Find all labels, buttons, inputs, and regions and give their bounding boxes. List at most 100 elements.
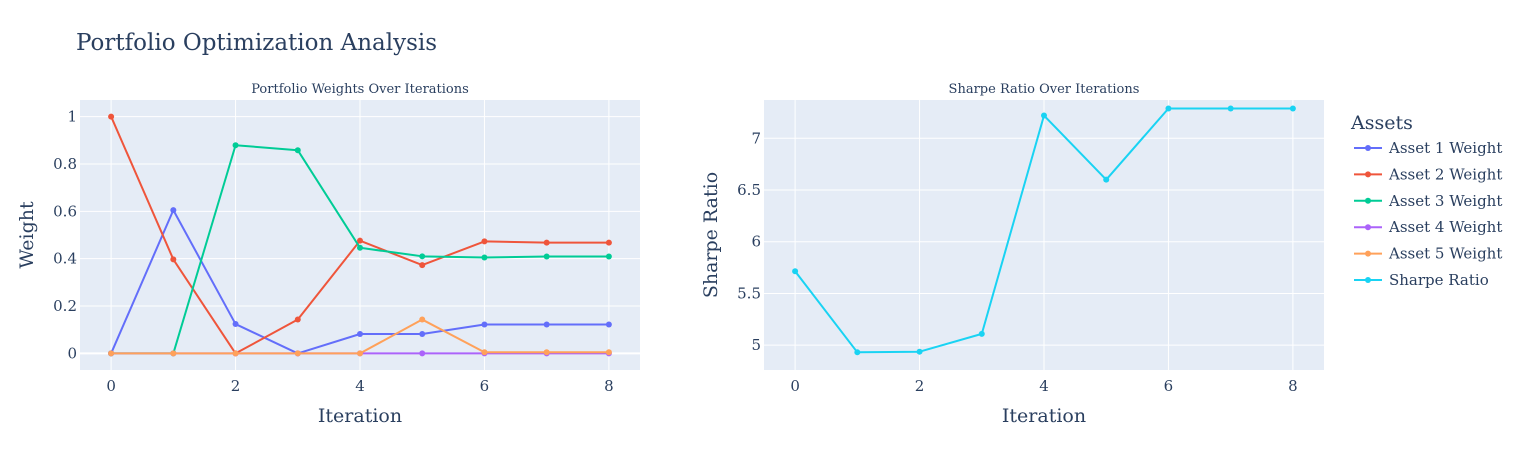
asset-1-weight-point[interactable] bbox=[419, 331, 426, 337]
asset-2-weight-point[interactable] bbox=[543, 239, 550, 246]
asset-2-weight-point[interactable] bbox=[481, 238, 488, 245]
asset-3-weight-point[interactable] bbox=[232, 142, 239, 149]
sharpe-ratio-point[interactable] bbox=[1289, 105, 1296, 112]
sharpe-ratio-point[interactable] bbox=[1165, 105, 1172, 112]
sharpe-y-tick-label: 6 bbox=[751, 233, 761, 251]
legend-item-sharpe-ratio[interactable]: Sharpe Ratio bbox=[1354, 271, 1489, 289]
legend-label: Sharpe Ratio bbox=[1389, 271, 1489, 289]
weights-subplot: 0 2 4 6 8 0 0.2 0.4 0.6 0.8 1 Portfolio Weights Ov… bbox=[16, 82, 640, 427]
sharpe-ticks: 0 2 4 6 8 5 5.5 6 6.5 7 bbox=[737, 129, 1298, 395]
weights-ticks: 0 2 4 6 8 0 0.2 0.4 0.6 0.8 1 bbox=[53, 108, 614, 395]
weights-x-tick-label: 4 bbox=[355, 377, 365, 395]
weights-subplot-title: Portfolio Weights Over Iterations bbox=[251, 82, 469, 97]
asset-2-weight-point[interactable] bbox=[419, 262, 426, 269]
series-sharpe-ratio bbox=[792, 105, 1296, 356]
legend-swatch-marker bbox=[1365, 171, 1371, 178]
legend-title: Assets bbox=[1350, 112, 1413, 134]
sharpe-ratio-point[interactable] bbox=[1227, 105, 1234, 112]
asset-3-weight-point[interactable] bbox=[543, 253, 550, 260]
asset-4-weight-point[interactable] bbox=[419, 350, 426, 357]
legend-label: Asset 1 Weight bbox=[1388, 139, 1502, 157]
asset-2-weight-point[interactable] bbox=[108, 113, 115, 120]
sharpe-x-tick-label: 2 bbox=[915, 377, 925, 395]
main-title: Portfolio Optimization Analysis bbox=[76, 30, 437, 56]
legend-swatch-marker bbox=[1365, 250, 1371, 257]
asset-3-weight-point[interactable] bbox=[294, 147, 301, 154]
legend-swatch-marker bbox=[1365, 277, 1371, 283]
sharpe-ratio-point[interactable] bbox=[1041, 112, 1047, 119]
asset-2-weight-point[interactable] bbox=[357, 237, 363, 244]
legend-label: Asset 2 Weight bbox=[1388, 165, 1502, 183]
sharpe-x-tick-label: 6 bbox=[1164, 377, 1174, 395]
sharpe-grid bbox=[764, 100, 1324, 370]
sharpe-y-tick-label: 5.5 bbox=[737, 284, 761, 302]
asset-2-weight-point[interactable] bbox=[170, 256, 177, 263]
sharpe-x-tick-label: 8 bbox=[1288, 377, 1298, 395]
sharpe-ratio-point[interactable] bbox=[916, 348, 923, 355]
sharpe-x-tick-label: 4 bbox=[1039, 377, 1049, 395]
sharpe-y-axis-title: Sharpe Ratio bbox=[700, 172, 722, 298]
sharpe-ratio-point[interactable] bbox=[1103, 176, 1110, 183]
asset-5-weight-point[interactable] bbox=[605, 349, 612, 356]
asset-1-weight-point[interactable] bbox=[232, 321, 239, 328]
sharpe-x-tick-label: 0 bbox=[790, 377, 800, 395]
weights-x-axis-title: Iteration bbox=[318, 405, 402, 427]
weights-y-tick-label: 0.2 bbox=[53, 297, 77, 315]
legend-item-asset-5-weight[interactable]: Asset 5 Weight bbox=[1354, 245, 1502, 263]
weights-y-tick-label: 0.8 bbox=[53, 155, 77, 173]
legend: Assets Asset 1 Weight Asset 2 Weight Asset… bbox=[1350, 112, 1502, 289]
legend-swatch-marker bbox=[1365, 197, 1371, 204]
legend-item-asset-4-weight[interactable]: Asset 4 Weight bbox=[1354, 218, 1502, 236]
legend-label: Asset 3 Weight bbox=[1388, 192, 1502, 210]
sharpe-x-axis-title: Iteration bbox=[1002, 405, 1086, 427]
asset-5-weight-point[interactable] bbox=[419, 316, 426, 323]
weights-y-tick-label: 0 bbox=[67, 344, 77, 362]
asset-1-weight-point[interactable] bbox=[481, 321, 488, 328]
asset-5-weight-point[interactable] bbox=[481, 349, 488, 356]
sharpe-y-tick-label: 6.5 bbox=[737, 181, 761, 199]
weights-x-tick-label: 8 bbox=[604, 377, 614, 395]
weights-x-tick-label: 6 bbox=[480, 377, 490, 395]
legend-item-asset-3-weight[interactable]: Asset 3 Weight bbox=[1354, 192, 1502, 210]
asset-5-weight-point[interactable] bbox=[108, 350, 115, 357]
asset-5-weight-point[interactable] bbox=[294, 350, 301, 357]
sharpe-ratio-point[interactable] bbox=[854, 349, 861, 356]
asset-3-weight-point[interactable] bbox=[357, 244, 363, 251]
weights-y-tick-label: 1 bbox=[67, 108, 77, 126]
weights-y-tick-label: 0.6 bbox=[53, 202, 77, 220]
legend-swatch-marker bbox=[1365, 224, 1371, 231]
sharpe-series bbox=[792, 105, 1296, 356]
weights-y-tick-label: 0.4 bbox=[53, 250, 77, 268]
asset-3-weight-point[interactable] bbox=[419, 253, 426, 260]
legend-swatch-marker bbox=[1365, 145, 1371, 151]
sharpe-y-tick-label: 7 bbox=[751, 129, 761, 147]
asset-2-weight-point[interactable] bbox=[605, 239, 612, 246]
legend-label: Asset 4 Weight bbox=[1388, 218, 1502, 236]
sharpe-ratio-point[interactable] bbox=[792, 268, 799, 275]
asset-5-weight-point[interactable] bbox=[357, 350, 363, 357]
asset-3-weight-point[interactable] bbox=[481, 254, 488, 261]
asset-1-weight-point[interactable] bbox=[357, 331, 363, 337]
series-asset-5-weight bbox=[108, 316, 612, 357]
asset-5-weight-point[interactable] bbox=[232, 350, 239, 357]
asset-1-weight-point[interactable] bbox=[543, 321, 550, 328]
sharpe-subplot-title: Sharpe Ratio Over Iterations bbox=[949, 82, 1140, 97]
weights-x-tick-label: 2 bbox=[231, 377, 241, 395]
asset-3-weight-point[interactable] bbox=[605, 253, 612, 260]
asset-1-weight-point[interactable] bbox=[170, 207, 177, 214]
weights-y-axis-title: Weight bbox=[16, 201, 38, 269]
asset-5-weight-point[interactable] bbox=[543, 349, 550, 356]
legend-item-asset-1-weight[interactable]: Asset 1 Weight bbox=[1354, 139, 1502, 157]
asset-5-weight-point[interactable] bbox=[170, 350, 177, 357]
asset-2-weight-point[interactable] bbox=[294, 316, 301, 323]
sharpe-y-tick-label: 5 bbox=[751, 336, 761, 354]
series-asset-1-weight bbox=[108, 207, 612, 357]
sharpe-subplot: 0 2 4 6 8 5 5.5 6 6.5 7 Sharpe Ratio Over Iterati… bbox=[700, 82, 1324, 427]
sharpe-ratio-point[interactable] bbox=[978, 330, 985, 337]
weights-series bbox=[108, 113, 612, 357]
asset-1-weight-point[interactable] bbox=[605, 321, 612, 328]
legend-item-asset-2-weight[interactable]: Asset 2 Weight bbox=[1354, 165, 1502, 183]
series-asset-2-weight bbox=[108, 113, 612, 357]
legend-label: Asset 5 Weight bbox=[1388, 245, 1502, 263]
